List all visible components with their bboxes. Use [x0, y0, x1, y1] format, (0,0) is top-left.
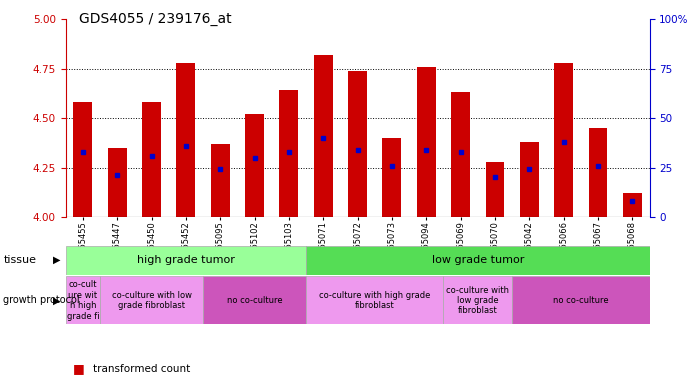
Bar — [203, 276, 306, 324]
Bar — [100, 276, 203, 324]
Text: growth protocol: growth protocol — [3, 295, 80, 306]
Text: ■: ■ — [73, 362, 84, 375]
Bar — [348, 71, 367, 217]
Bar — [417, 67, 436, 217]
Text: co-culture with
low grade
fibroblast: co-culture with low grade fibroblast — [446, 286, 509, 315]
Text: high grade tumor: high grade tumor — [137, 255, 235, 265]
Bar — [66, 246, 306, 275]
Text: ▶: ▶ — [53, 255, 61, 265]
Text: tissue: tissue — [3, 255, 37, 265]
Text: co-culture with low
grade fibroblast: co-culture with low grade fibroblast — [111, 291, 191, 310]
Bar — [512, 276, 650, 324]
Text: ▶: ▶ — [53, 295, 61, 306]
Bar — [486, 162, 504, 217]
Bar — [554, 63, 573, 217]
Bar — [73, 102, 93, 217]
Bar — [520, 142, 539, 217]
Bar — [211, 144, 229, 217]
Text: transformed count: transformed count — [93, 364, 191, 374]
Bar — [306, 246, 650, 275]
Text: no co-culture: no co-culture — [553, 296, 609, 305]
Text: low grade tumor: low grade tumor — [432, 255, 524, 265]
Bar — [66, 276, 100, 324]
Bar — [623, 193, 642, 217]
Bar — [306, 276, 444, 324]
Text: co-culture with high grade
fibroblast: co-culture with high grade fibroblast — [319, 291, 430, 310]
Bar — [245, 114, 264, 217]
Bar — [383, 138, 401, 217]
Bar — [444, 276, 512, 324]
Bar — [142, 102, 161, 217]
Text: GDS4055 / 239176_at: GDS4055 / 239176_at — [79, 12, 232, 25]
Text: co-cult
ure wit
h high
grade fi: co-cult ure wit h high grade fi — [66, 280, 99, 321]
Bar — [108, 148, 126, 217]
Text: no co-culture: no co-culture — [227, 296, 283, 305]
Bar — [279, 90, 299, 217]
Bar — [451, 93, 470, 217]
Bar — [589, 128, 607, 217]
Bar — [176, 63, 196, 217]
Bar — [314, 55, 332, 217]
